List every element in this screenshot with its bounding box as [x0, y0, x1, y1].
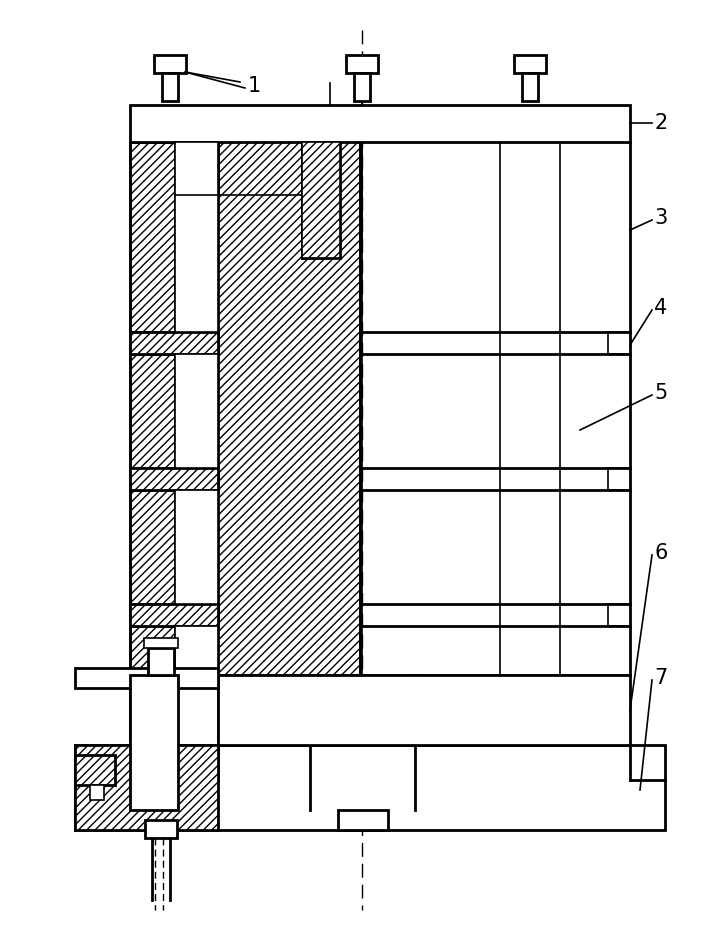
Bar — [218, 675, 630, 745]
Bar — [130, 142, 362, 675]
Bar — [175, 626, 218, 675]
Bar — [144, 638, 178, 648]
Bar — [175, 490, 218, 604]
Bar — [90, 785, 104, 800]
Text: 2: 2 — [654, 113, 667, 133]
Text: 5: 5 — [654, 383, 667, 403]
Bar — [148, 648, 174, 675]
Bar — [346, 55, 378, 73]
Text: 7: 7 — [654, 668, 667, 688]
Bar — [75, 668, 218, 688]
Bar — [175, 354, 218, 468]
Bar — [145, 820, 177, 838]
Bar — [130, 332, 218, 354]
Text: 4: 4 — [654, 298, 667, 318]
Bar — [514, 55, 546, 73]
Bar — [354, 73, 370, 101]
Bar — [522, 73, 538, 101]
Text: 6: 6 — [654, 543, 667, 563]
Bar — [338, 810, 388, 830]
Text: 3: 3 — [654, 208, 667, 228]
Bar — [130, 604, 218, 626]
Bar — [218, 142, 360, 675]
Bar — [75, 745, 665, 830]
Bar — [130, 142, 175, 740]
Bar — [162, 73, 178, 101]
Bar — [75, 755, 115, 785]
Bar — [175, 142, 218, 195]
Bar — [130, 468, 218, 490]
Bar — [302, 142, 340, 258]
Text: 1: 1 — [248, 76, 261, 96]
Bar — [130, 105, 630, 142]
Bar — [75, 745, 218, 830]
Bar — [130, 675, 178, 810]
Bar — [175, 142, 218, 332]
Bar — [154, 55, 186, 73]
